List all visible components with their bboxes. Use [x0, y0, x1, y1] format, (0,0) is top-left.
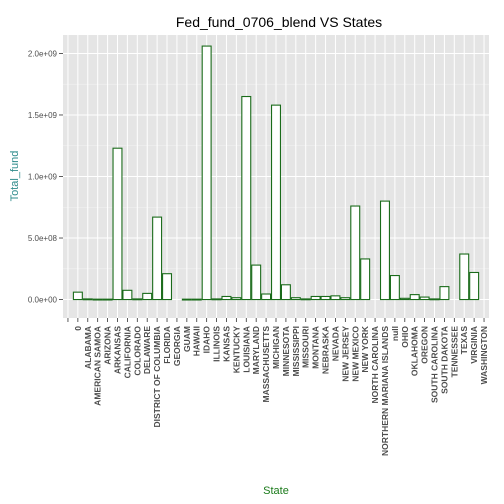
x-tick-label: KANSAS	[221, 326, 231, 362]
x-tick-label: ARKANSAS	[112, 326, 122, 375]
chart-title: Fed_fund_0706_blend VS States	[176, 14, 382, 30]
bar	[241, 95, 252, 301]
x-tick-label: NORTH CAROLINA	[370, 326, 380, 403]
bar	[152, 216, 163, 301]
x-tick-label: KENTUCKY	[231, 326, 241, 374]
x-tick-label: MICHIGAN	[271, 326, 281, 369]
x-tick-label: ALABAMA	[83, 326, 93, 369]
x-axis: 0 ALABAMA AMERICAN SAMOA ARIZONA ARKANSAS CAL…	[67, 318, 489, 456]
bar	[399, 297, 410, 301]
y-tick-label: 1.0e+09	[28, 173, 58, 182]
x-tick-label: NEW MEXICO	[350, 326, 360, 382]
x-tick-label: MASSACHUSETTS	[261, 326, 271, 403]
x-tick-label: LOUISIANA	[241, 326, 251, 373]
bar	[350, 205, 361, 301]
bar	[439, 286, 450, 301]
x-tick-label: ARIZONA	[103, 326, 113, 365]
bar	[379, 200, 390, 301]
x-tick-label: NEBRASKA	[321, 326, 331, 374]
x-tick-label: OHIO	[400, 326, 410, 348]
x-tick-label: CALIFORNIA	[122, 326, 132, 378]
x-tick-label: TENNESSEE	[449, 326, 459, 378]
x-tick-label: TEXAS	[459, 326, 469, 355]
bar	[231, 297, 242, 301]
bar	[132, 298, 143, 301]
y-tick-label: 0.0e+00	[28, 296, 58, 305]
x-tick-label: OKLAHOMA	[410, 326, 420, 376]
bar	[310, 295, 321, 301]
bar	[459, 253, 470, 301]
y-axis-title: Total_fund	[9, 151, 21, 202]
gridlines	[63, 35, 489, 318]
bar	[112, 147, 123, 301]
x-axis-title: State	[263, 485, 289, 497]
x-tick-label: SOUTH CAROLINA	[430, 326, 440, 403]
bar	[300, 298, 311, 301]
bar	[181, 298, 192, 301]
x-tick-label: AMERICAN SAMOA	[93, 326, 103, 406]
x-tick-label: NEW JERSEY	[340, 326, 350, 382]
x-tick-label: MISSISSIPPI	[291, 326, 301, 377]
x-tick-label: GUAM	[182, 326, 192, 352]
bar	[92, 298, 103, 301]
x-tick-label: IDAHO	[202, 326, 212, 354]
x-tick-label: NEVADA	[330, 326, 340, 361]
bar	[102, 298, 113, 301]
x-tick-label: null	[390, 326, 400, 341]
bar	[142, 292, 153, 301]
x-tick-label: 0	[73, 326, 83, 331]
x-tick-label: ILLINOIS	[212, 326, 222, 362]
bar	[270, 104, 282, 301]
y-tick-label: 5.0e+08	[28, 234, 58, 243]
bar	[162, 273, 173, 301]
bar	[82, 298, 93, 301]
bar	[72, 291, 83, 301]
bar	[251, 264, 262, 301]
x-tick-label: VIRGINIA	[469, 326, 479, 364]
bar	[122, 289, 133, 301]
x-tick-label: MONTANA	[311, 326, 321, 369]
bars	[72, 45, 480, 301]
bar	[419, 296, 430, 301]
bar	[201, 45, 212, 301]
x-tick-label: HAWAII	[192, 326, 202, 356]
x-tick-label: WASHINGTON	[479, 326, 489, 384]
x-tick-label: MISSOURI	[301, 326, 311, 368]
bar	[469, 271, 480, 301]
x-tick-label: GEORGIA	[172, 326, 182, 366]
x-tick-label: OREGON	[420, 326, 430, 364]
bar	[409, 294, 420, 301]
bar	[211, 298, 222, 301]
bar	[320, 295, 331, 301]
x-tick-label: DISTRICT OF COLUMBIA	[152, 326, 162, 428]
x-tick-label: COLORADO	[132, 326, 142, 376]
bar	[340, 297, 351, 301]
y-tick-label: 1.5e+09	[28, 111, 58, 120]
x-tick-label: MINNESOTA	[281, 326, 291, 376]
bar	[389, 274, 400, 301]
x-tick-label: DELAWARE	[142, 326, 152, 375]
bar	[191, 298, 202, 301]
x-tick-label: SOUTH DAKOTA	[439, 326, 449, 394]
bar	[280, 284, 291, 301]
x-tick-label: NORTHERN MARIANA ISLANDS	[380, 326, 390, 456]
bar	[261, 293, 272, 301]
y-axis: 0.0e+00 5.0e+08 1.0e+09 1.5e+09 2.0e+09	[28, 49, 63, 305]
bar	[290, 297, 301, 301]
x-tick-label: NEW YORK	[360, 325, 370, 372]
x-tick-label: MARYLAND	[251, 326, 261, 374]
bar	[429, 298, 440, 301]
bar	[360, 258, 371, 301]
x-tick-label: FLORIDA	[162, 326, 172, 364]
bar	[221, 295, 232, 301]
y-tick-label: 2.0e+09	[28, 49, 58, 58]
bar	[330, 295, 341, 301]
